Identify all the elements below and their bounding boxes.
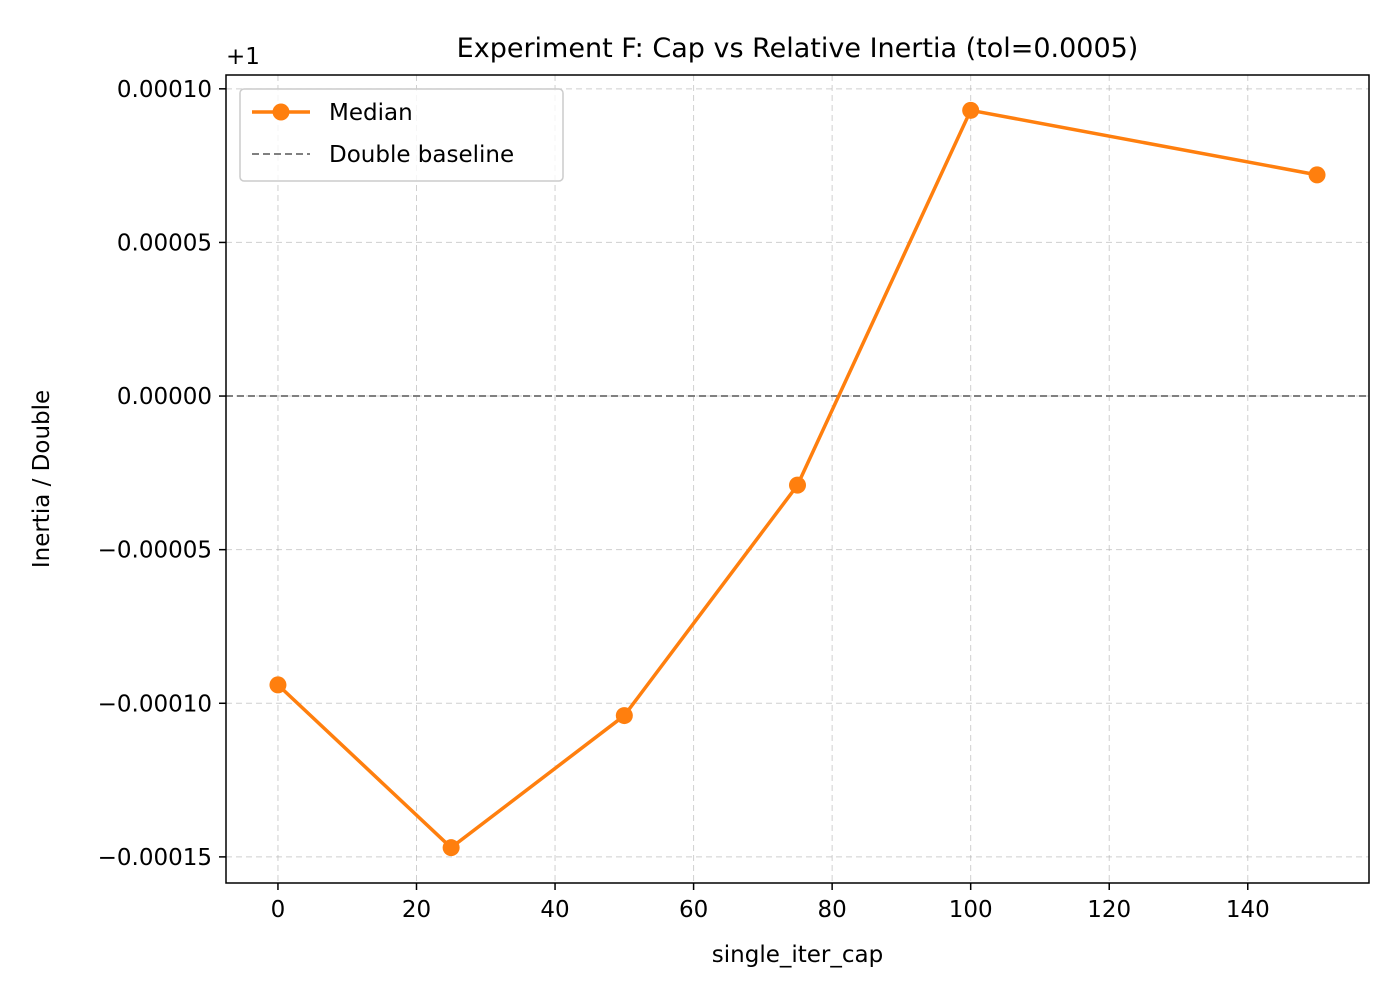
series-layer <box>269 101 1326 857</box>
median-data-point <box>615 707 633 725</box>
x-tick-label: 0 <box>271 897 286 923</box>
y-offset-label: +1 <box>226 44 260 70</box>
y-tick-label: 0.00000 <box>117 384 212 410</box>
median-data-point <box>789 476 806 494</box>
x-tick-label: 100 <box>949 897 993 923</box>
legend-baseline-label: Double baseline <box>329 142 514 168</box>
median-data-point <box>269 676 287 694</box>
x-tick-label: 20 <box>402 897 431 923</box>
x-tick-label: 60 <box>679 897 708 923</box>
axes-frame <box>225 74 1370 884</box>
y-tick-label: 0.00010 <box>117 77 212 103</box>
legend-box <box>239 88 564 182</box>
y-tick-label: −0.00010 <box>98 691 212 717</box>
median-data-point <box>1308 166 1326 184</box>
legend-median-label: Median <box>329 100 413 126</box>
legend-median-marker <box>272 103 290 121</box>
y-axis-label: Inertia / Double <box>29 390 55 568</box>
x-axis-label: single_iter_cap <box>712 942 883 968</box>
x-axis: 0 20 40 60 80 100 120 140 <box>271 883 1270 923</box>
y-axis: 0.00010 0.00005 0.00000 −0.00005 −0.00010 −0.… <box>98 77 226 871</box>
x-tick-label: 120 <box>1087 897 1131 923</box>
x-tick-label: 40 <box>540 897 569 923</box>
y-tick-label: −0.00015 <box>98 845 212 871</box>
median-data-point <box>442 839 460 857</box>
x-tick-label: 80 <box>817 897 846 923</box>
legend: Median Double baseline <box>239 88 564 182</box>
median-data-point <box>962 101 980 119</box>
chart-title: Experiment F: Cap vs Relative Inertia (t… <box>457 33 1139 64</box>
median-series-line <box>276 108 1318 850</box>
x-tick-label: 140 <box>1226 897 1270 923</box>
y-tick-label: 0.00005 <box>117 230 212 256</box>
y-tick-label: −0.00005 <box>98 538 212 564</box>
